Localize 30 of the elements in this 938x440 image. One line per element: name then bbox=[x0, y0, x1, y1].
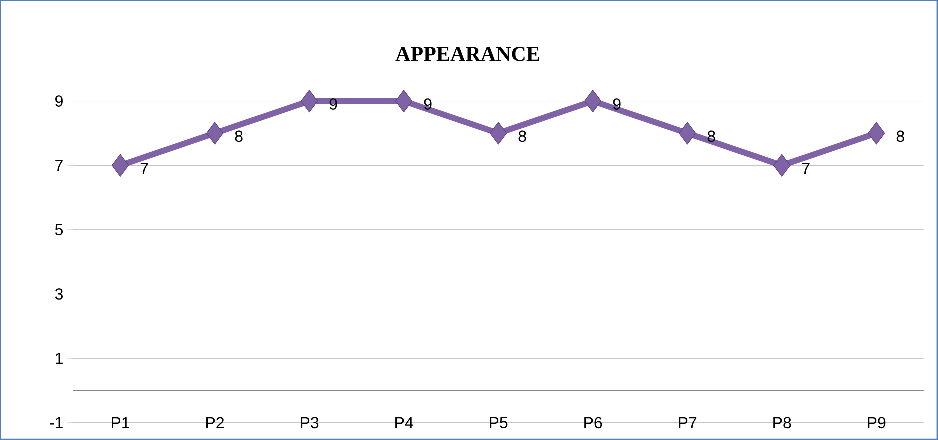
data-label: 8 bbox=[235, 130, 243, 142]
chart-title: APPEARANCE bbox=[396, 47, 540, 62]
data-label: 7 bbox=[802, 163, 810, 174]
data-label: 8 bbox=[896, 130, 904, 142]
y-tick-label: 9 bbox=[56, 96, 63, 107]
x-tick-label: P2 bbox=[206, 417, 224, 428]
y-tick-label: -1 bbox=[50, 417, 63, 428]
point bbox=[490, 122, 508, 145]
point bbox=[868, 122, 886, 145]
data-label: 8 bbox=[518, 130, 526, 142]
point bbox=[395, 90, 413, 113]
point bbox=[679, 122, 696, 145]
x-tick-label: P8 bbox=[774, 417, 792, 429]
x-tick-label: P1 bbox=[112, 417, 130, 428]
y-tick-label: 5 bbox=[55, 224, 64, 236]
x-tick-label: P9 bbox=[868, 417, 886, 429]
x-tick-label: P4 bbox=[396, 417, 414, 428]
x-tick-label: P5 bbox=[490, 417, 508, 428]
data-label: 7 bbox=[140, 163, 148, 174]
point bbox=[112, 154, 130, 177]
point bbox=[300, 90, 318, 113]
y-tick-label: 7 bbox=[56, 160, 63, 172]
x-tick-label: P7 bbox=[679, 417, 697, 428]
x-tick-label: P6 bbox=[584, 417, 602, 429]
point bbox=[774, 154, 791, 177]
point bbox=[584, 90, 602, 113]
point bbox=[206, 122, 224, 145]
x-tick-label: P3 bbox=[301, 417, 319, 429]
y-tick-label: 3 bbox=[55, 288, 63, 300]
y-tick-label: 1 bbox=[56, 353, 63, 364]
